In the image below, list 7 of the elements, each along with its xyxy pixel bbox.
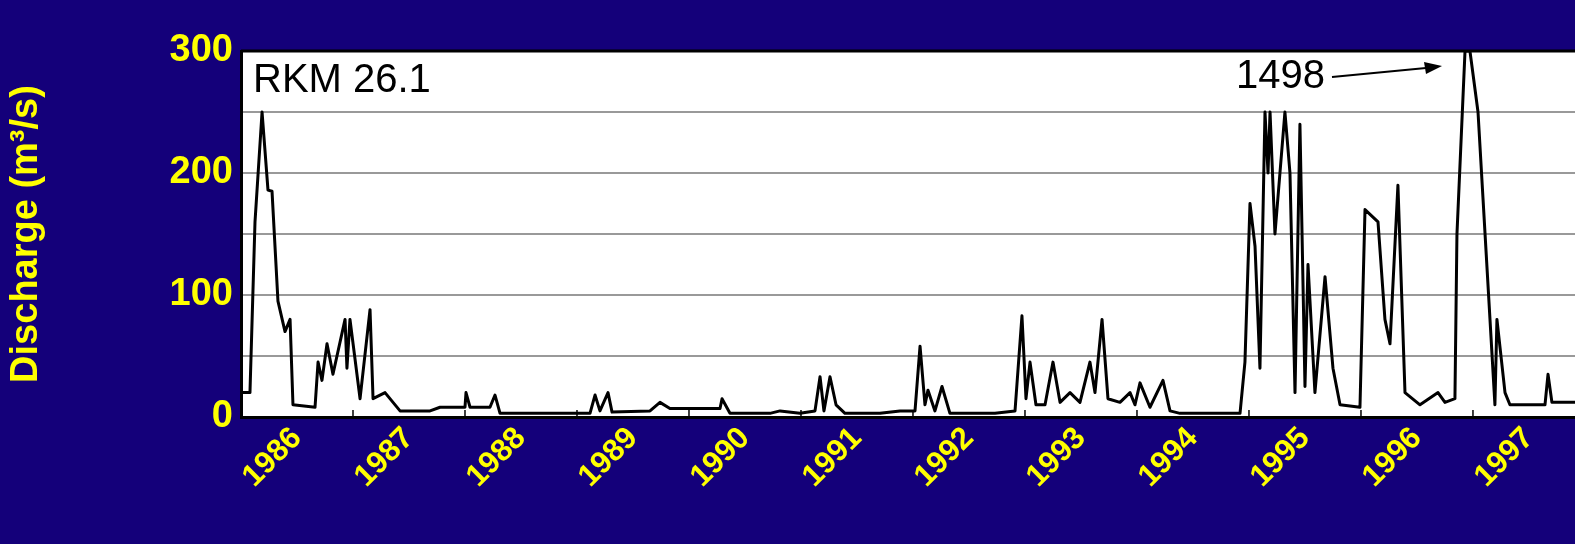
y-tick-label: 100 <box>169 271 233 314</box>
annotation: 1498 <box>1236 52 1325 97</box>
y-axis-title: Discharge (m³/s) <box>3 85 46 383</box>
y-tick-label: 200 <box>169 149 233 192</box>
y-tick-label: 300 <box>169 27 233 70</box>
annotation: RKM 26.1 <box>253 56 431 101</box>
y-tick-label: 0 <box>211 393 233 436</box>
